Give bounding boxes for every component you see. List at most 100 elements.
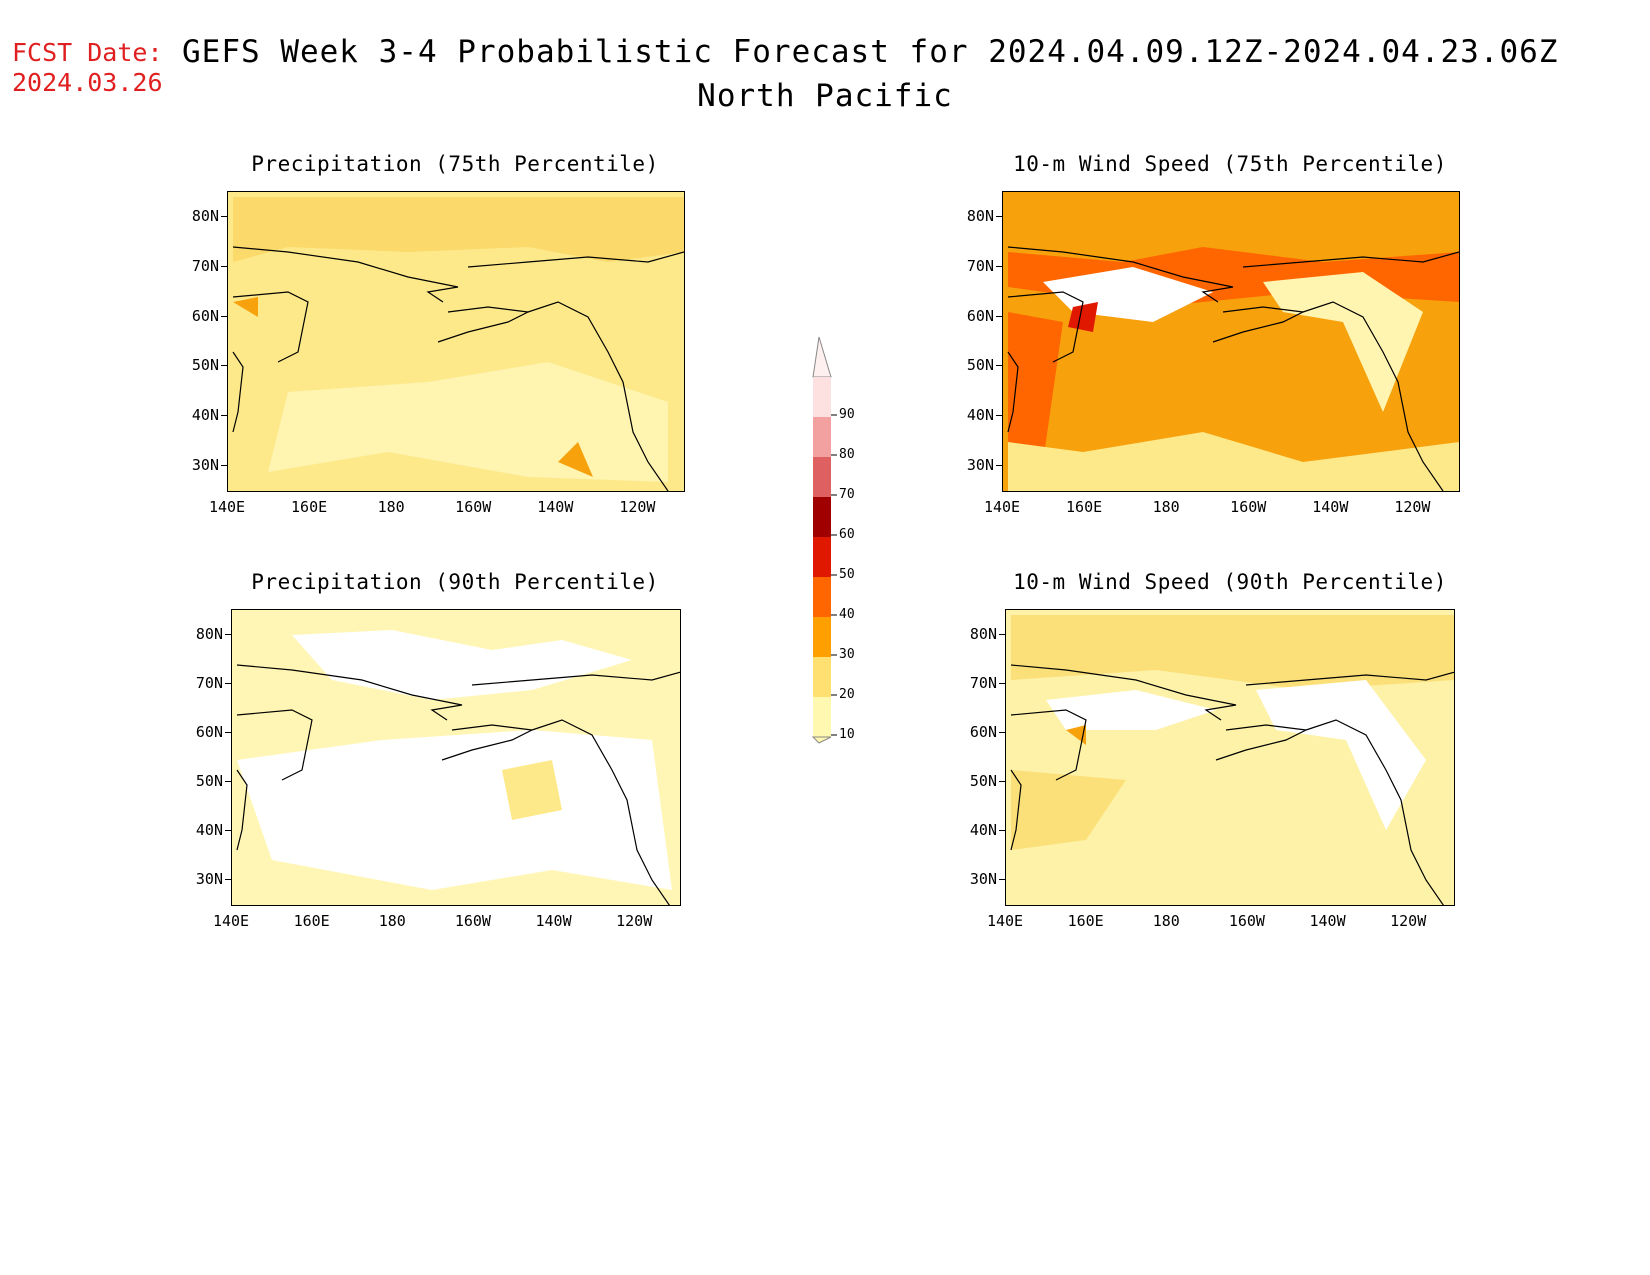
- coastline: [531, 719, 670, 905]
- colorbar-bottom-cap: [811, 736, 832, 744]
- lat-tick-label: 30N: [195, 870, 223, 888]
- lon-tick-label: 140E: [212, 912, 250, 930]
- lat-tick-mark: [225, 830, 231, 831]
- contour-region: [237, 730, 672, 890]
- lon-tick-label: 140W: [1312, 498, 1349, 516]
- lat-tick-mark: [221, 415, 227, 417]
- lon-tick-label: 140W: [535, 912, 572, 930]
- map-area: [1005, 609, 1455, 906]
- lon-tick-label: 160W: [455, 498, 492, 516]
- lat-tick-label: 80N: [195, 625, 223, 643]
- lat-tick-label: 30N: [969, 870, 997, 888]
- colorbar-label: 10: [839, 727, 855, 742]
- contour-region: [1008, 432, 1459, 491]
- panel-title: Precipitation (90th Percentile): [251, 570, 659, 594]
- colorbar-segment: [813, 417, 831, 457]
- lat-tick-mark: [225, 634, 231, 635]
- lon-tick-label: 140W: [537, 498, 574, 516]
- colorbar-segment: [813, 697, 831, 737]
- contour-region: [1011, 770, 1126, 850]
- lat-tick-label: 40N: [191, 406, 219, 425]
- coastline: [527, 301, 669, 491]
- lon-tick-label: 140E: [986, 912, 1024, 930]
- panel-title: Precipitation (75th Percentile): [251, 152, 659, 176]
- lat-tick-mark: [996, 315, 1002, 317]
- lat-tick-mark: [996, 265, 1002, 267]
- lat-tick-mark: [996, 216, 1002, 217]
- lat-tick-mark: [999, 781, 1005, 782]
- coastline: [437, 306, 531, 343]
- coastline: [467, 251, 684, 268]
- lat-tick-label: 30N: [966, 456, 994, 474]
- coastline: [1212, 306, 1306, 343]
- lat-tick-label: 70N: [195, 674, 223, 692]
- region-subtitle: North Pacific: [697, 78, 953, 114]
- forecast-date-label: FCST Date:: [12, 38, 163, 67]
- colorbar-top-cap: [812, 336, 832, 378]
- contour-region: [1046, 690, 1216, 730]
- lat-tick-mark: [999, 879, 1005, 880]
- lat-tick-label: 60N: [195, 723, 223, 741]
- coastline: [232, 246, 459, 303]
- lon-tick-label: 160E: [1067, 912, 1104, 930]
- coastline: [1010, 769, 1022, 851]
- colorbar-segment: [813, 617, 831, 657]
- colorbar-label: 30: [839, 647, 855, 662]
- map-area: [227, 191, 685, 492]
- coastline: [232, 351, 244, 433]
- contour-region: [558, 442, 593, 477]
- lat-tick-label: 40N: [969, 821, 997, 839]
- panel-title: 10-m Wind Speed (75th Percentile): [1013, 152, 1447, 176]
- contour-region: [1011, 615, 1454, 690]
- map-area: [231, 609, 681, 906]
- lat-tick-label: 70N: [966, 256, 994, 275]
- contour-region: [292, 630, 632, 700]
- contour-region: [1256, 680, 1426, 830]
- lon-tick-label: 120W: [1390, 912, 1427, 930]
- coastline: [236, 709, 313, 781]
- lat-tick-mark: [996, 365, 1002, 367]
- lat-tick-label: 40N: [966, 406, 994, 425]
- lat-tick-label: 40N: [195, 821, 223, 839]
- lat-tick-label: 80N: [191, 207, 219, 225]
- lon-tick-label: 140W: [1309, 912, 1346, 930]
- colorbar-label: 20: [839, 687, 855, 702]
- lon-tick-label: 180: [378, 912, 406, 930]
- lat-tick-mark: [999, 683, 1005, 684]
- lat-tick-label: 30N: [191, 456, 219, 474]
- lat-tick-label: 70N: [191, 256, 219, 275]
- coastline: [441, 724, 535, 761]
- lat-tick-mark: [996, 465, 1002, 466]
- page-title: GEFS Week 3-4 Probabilistic Forecast for…: [182, 34, 1559, 70]
- lat-tick-label: 50N: [969, 772, 997, 790]
- lon-tick-label: 180: [1152, 912, 1180, 930]
- lon-tick-label: 180: [1152, 498, 1180, 516]
- colorbar-segment: [813, 457, 831, 497]
- lat-tick-label: 50N: [966, 356, 994, 375]
- coastline: [1010, 664, 1237, 721]
- lat-tick-label: 70N: [969, 674, 997, 692]
- contour-region: [1066, 725, 1086, 745]
- colorbar-segment: [813, 577, 831, 617]
- colorbar: 90 80 70 60 50 40 30 20 10: [805, 335, 865, 745]
- contour-region: [1008, 312, 1063, 462]
- lon-tick-label: 140E: [983, 498, 1021, 516]
- lon-tick-label: 120W: [616, 912, 653, 930]
- colorbar-label: 60: [839, 527, 855, 542]
- forecast-date-block: FCST Date: 2024.03.26: [12, 38, 163, 98]
- colorbar-segment: [813, 497, 831, 537]
- colorbar-label: 80: [839, 447, 855, 462]
- colorbar-label: 90: [839, 407, 855, 422]
- lat-tick-label: 80N: [969, 625, 997, 643]
- lon-tick-label: 140E: [208, 498, 246, 516]
- lat-tick-mark: [221, 216, 227, 217]
- colorbar-label: 40: [839, 607, 855, 622]
- lon-tick-label: 120W: [619, 498, 656, 516]
- lat-tick-label: 60N: [191, 306, 219, 325]
- lat-tick-mark: [221, 315, 227, 317]
- lat-tick-mark: [225, 683, 231, 684]
- lat-tick-label: 50N: [191, 356, 219, 375]
- coastline: [1242, 251, 1459, 268]
- coastline: [1245, 671, 1454, 686]
- lat-tick-mark: [221, 365, 227, 367]
